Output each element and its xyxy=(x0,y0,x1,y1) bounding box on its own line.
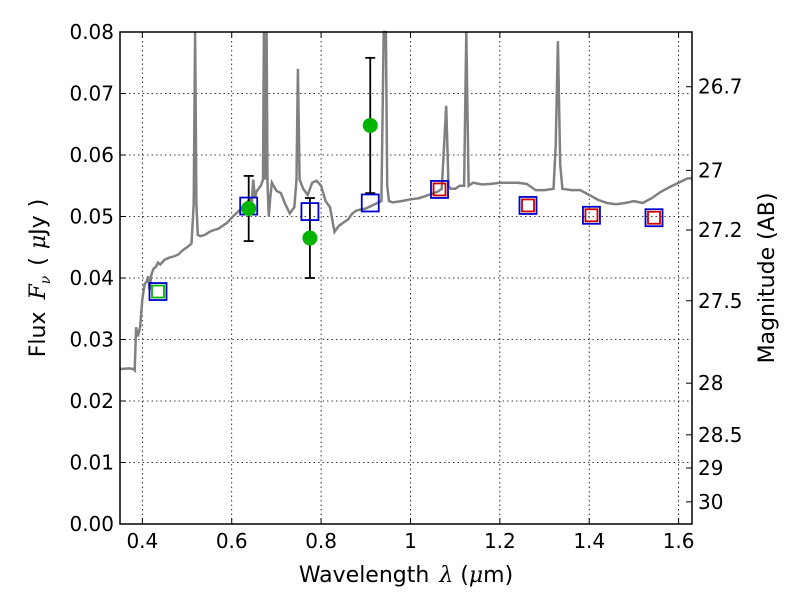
model-square-point xyxy=(644,208,664,228)
y-tick-label: 0.08 xyxy=(69,20,114,44)
axis-ticks: 0.4 0.6 0.8 1 1.2 1.4 1.6 0.00 0.01 0.02 0.03 0.04 0… xyxy=(69,20,742,553)
x-tick-label: 0.8 xyxy=(305,529,337,553)
x-tick-label: 0.4 xyxy=(126,529,158,553)
model-square-inner xyxy=(151,284,165,299)
y2-tick-label: 27 xyxy=(698,158,723,182)
x-tick-label: 1 xyxy=(404,529,417,553)
y2-tick-label: 28.5 xyxy=(698,423,743,447)
y2-tick-label: 29 xyxy=(698,456,723,480)
y-tick-label: 0.02 xyxy=(69,389,114,413)
x-tick-label: 0.6 xyxy=(216,529,248,553)
y-axis-label: FluxFν(μJy) xyxy=(26,199,54,358)
grid-lines xyxy=(120,31,692,525)
model-square-inner xyxy=(584,208,599,223)
model-square-inner xyxy=(521,198,535,213)
y-tick-label: 0.06 xyxy=(69,143,114,167)
y-tick-label: 0.04 xyxy=(69,266,114,290)
x-tick-label: 1.6 xyxy=(663,529,695,553)
model-spectrum-line xyxy=(119,30,692,374)
observed-point xyxy=(302,230,318,246)
model-square-point xyxy=(300,202,320,221)
model-spectrum-layer xyxy=(119,30,692,374)
model-square-inner xyxy=(432,182,447,197)
x-axis-label: Wavelength λ (μm) xyxy=(299,563,513,588)
model-square-point xyxy=(148,282,168,301)
model-square-inner xyxy=(647,210,661,225)
y-tick-label: 0.01 xyxy=(69,451,114,475)
photometry-marks xyxy=(148,56,664,301)
y-tick-label: 0.03 xyxy=(69,328,114,352)
model-square-point xyxy=(430,180,449,199)
model-square-point xyxy=(360,193,380,213)
observed-point xyxy=(241,201,257,217)
y2-tick-label: 27.2 xyxy=(698,218,743,242)
y2-tick-label: 27.5 xyxy=(698,289,743,313)
y2-tick-label: 30 xyxy=(698,490,723,514)
y-tick-label: 0.05 xyxy=(69,205,114,229)
y2-axis-label: Magnitude (AB) xyxy=(755,193,780,364)
y-tick-label: 0.00 xyxy=(69,512,114,536)
observed-point xyxy=(362,117,378,133)
y2-tick-label: 28 xyxy=(698,371,723,395)
y-tick-label: 0.07 xyxy=(69,82,114,106)
model-square-point xyxy=(582,205,601,225)
y2-tick-label: 26.7 xyxy=(698,75,743,99)
model-square-point xyxy=(518,196,538,215)
x-tick-label: 1.2 xyxy=(484,529,516,553)
x-tick-label: 1.4 xyxy=(573,529,605,553)
